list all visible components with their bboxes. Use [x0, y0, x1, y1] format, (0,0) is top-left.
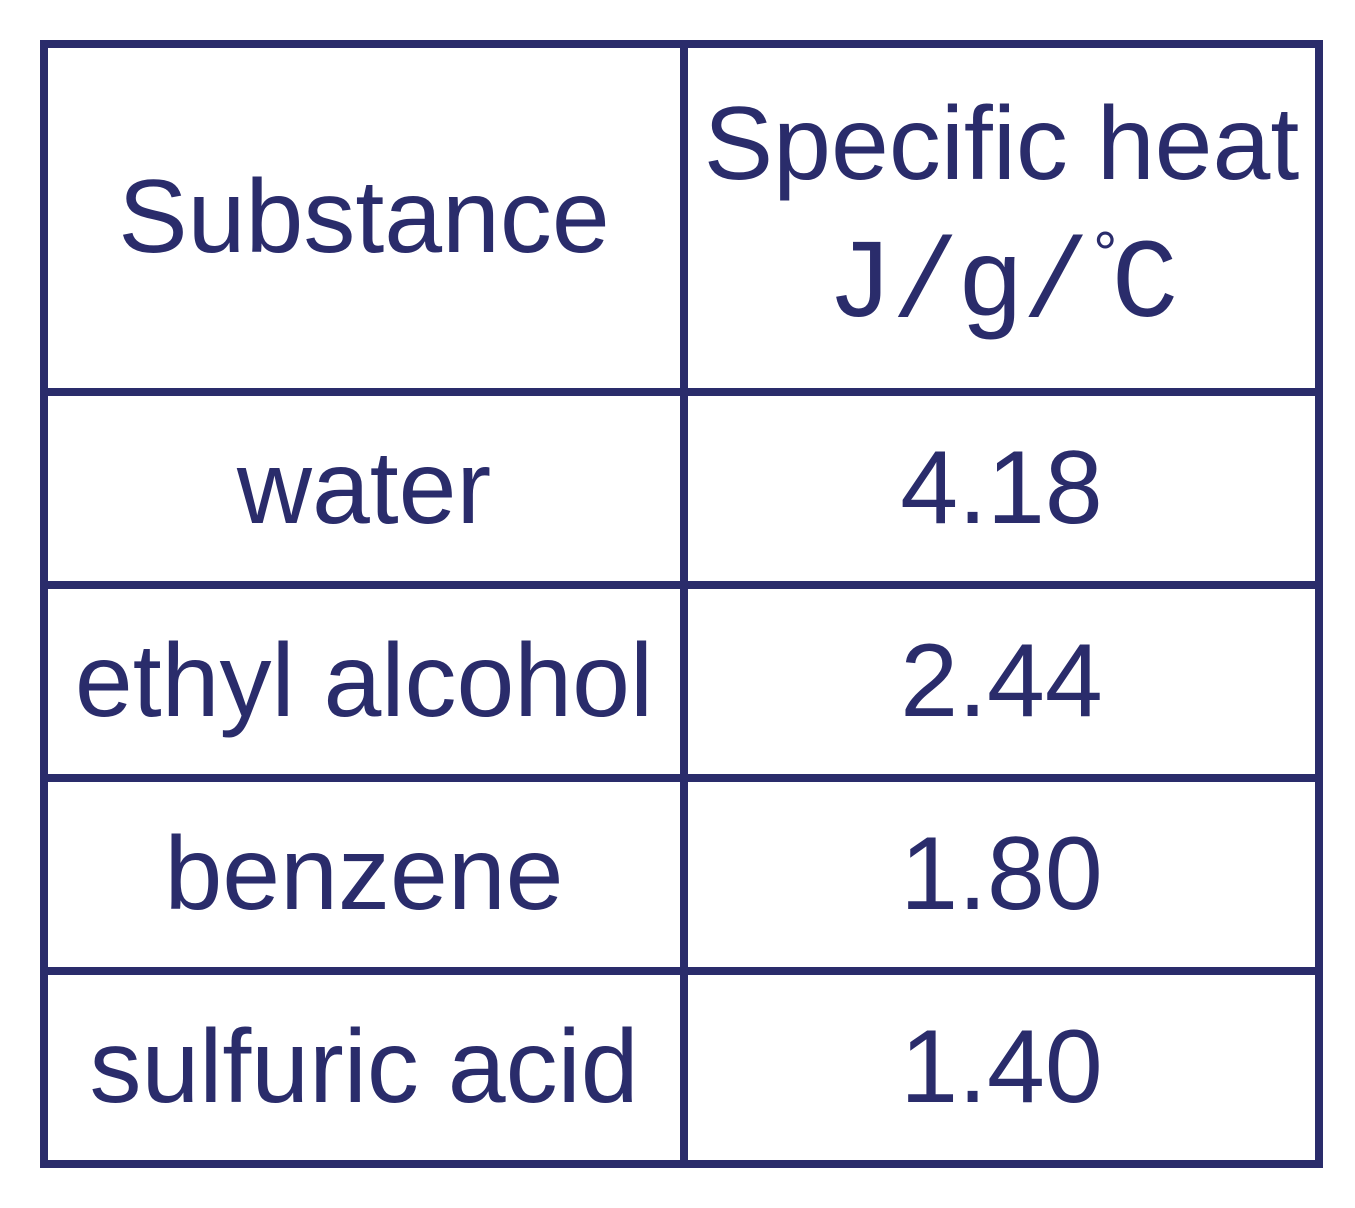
- cell-specific-heat: 2.44: [684, 585, 1319, 778]
- table-body: water 4.18 ethyl alcohol 2.44 benzene 1.…: [44, 392, 1319, 1164]
- table-container: Substance Specific heat J/g/°C water 4.1…: [0, 0, 1355, 1208]
- table-header-row: Substance Specific heat J/g/°C: [44, 44, 1319, 392]
- specific-heat-table: Substance Specific heat J/g/°C water 4.1…: [40, 40, 1323, 1168]
- cell-substance: sulfuric acid: [44, 971, 684, 1164]
- cell-specific-heat: 4.18: [684, 392, 1319, 585]
- table-row: ethyl alcohol 2.44: [44, 585, 1319, 778]
- header-specific-heat-unit: J/g/°C: [826, 217, 1176, 357]
- header-substance-label: Substance: [118, 159, 609, 275]
- cell-substance: ethyl alcohol: [44, 585, 684, 778]
- table-row: water 4.18: [44, 392, 1319, 585]
- header-specific-heat-label: Specific heat: [704, 86, 1299, 202]
- cell-specific-heat: 1.40: [684, 971, 1319, 1164]
- cell-substance: water: [44, 392, 684, 585]
- table-row: sulfuric acid 1.40: [44, 971, 1319, 1164]
- cell-substance: benzene: [44, 778, 684, 971]
- column-header-substance: Substance: [44, 44, 684, 392]
- table-row: benzene 1.80: [44, 778, 1319, 971]
- column-header-specific-heat: Specific heat J/g/°C: [684, 44, 1319, 392]
- cell-specific-heat: 1.80: [684, 778, 1319, 971]
